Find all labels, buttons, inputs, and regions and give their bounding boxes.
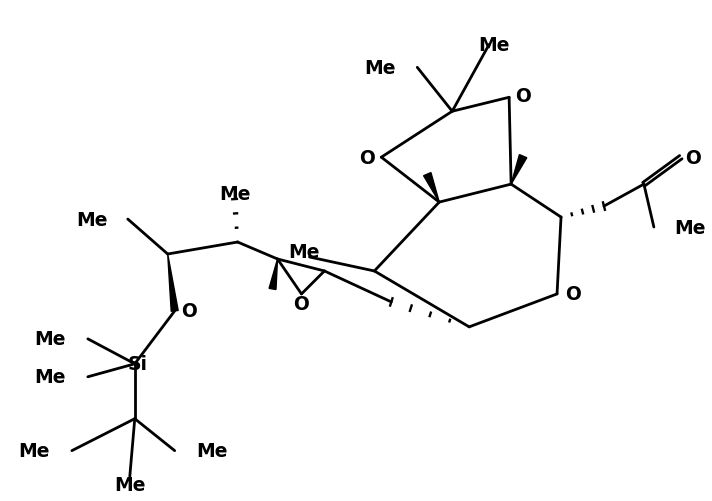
- Text: O: O: [181, 302, 197, 321]
- Text: O: O: [565, 285, 581, 304]
- Text: Me: Me: [364, 59, 395, 78]
- Text: Me: Me: [219, 184, 251, 203]
- Polygon shape: [269, 260, 278, 290]
- Text: O: O: [360, 148, 375, 167]
- Text: Me: Me: [76, 210, 108, 229]
- Text: Me: Me: [197, 441, 228, 460]
- Text: Me: Me: [34, 330, 66, 349]
- Polygon shape: [511, 155, 527, 185]
- Text: O: O: [293, 295, 310, 314]
- Text: Me: Me: [19, 441, 50, 460]
- Text: Me: Me: [114, 475, 145, 494]
- Text: Me: Me: [478, 36, 510, 55]
- Text: Me: Me: [34, 368, 66, 386]
- Text: Me: Me: [674, 218, 706, 237]
- Polygon shape: [168, 255, 178, 312]
- Text: Me: Me: [289, 243, 320, 262]
- Polygon shape: [424, 173, 439, 203]
- Text: Si: Si: [127, 355, 148, 374]
- Text: O: O: [515, 87, 531, 106]
- Text: O: O: [685, 148, 701, 167]
